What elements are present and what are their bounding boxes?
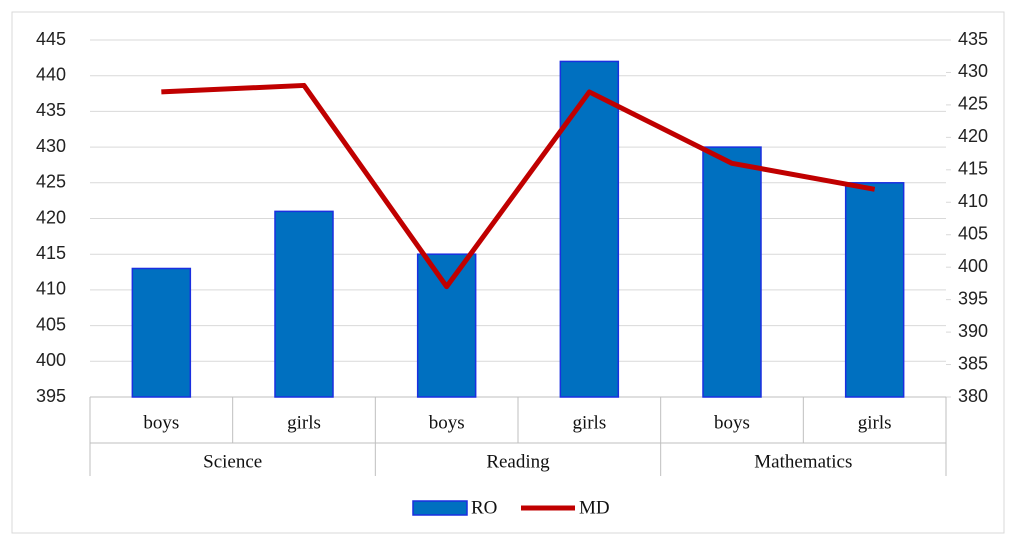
- y-tick-label: 435: [36, 100, 66, 120]
- x-tick-label: boys: [143, 412, 179, 433]
- y2-tick-label: 435: [958, 29, 988, 49]
- y-tick-label: 445: [36, 29, 66, 49]
- y2-tick-label: 430: [958, 61, 988, 81]
- y2-tick-label: 395: [958, 288, 988, 308]
- y-tick-label: 440: [36, 64, 66, 84]
- bar: [131, 267, 192, 398]
- bar: [274, 210, 334, 398]
- x-tick-label: boys: [429, 412, 465, 433]
- legend-label: MD: [579, 497, 610, 518]
- y2-tick-label: 380: [958, 386, 988, 406]
- y-tick-label: 430: [36, 136, 66, 156]
- x-tick-label: girls: [572, 412, 606, 433]
- bar: [416, 253, 477, 398]
- legend-label: RO: [471, 497, 497, 518]
- y-tick-label: 410: [36, 279, 66, 299]
- legend-swatch: [412, 500, 468, 516]
- x-tick-label: boys: [714, 412, 750, 433]
- group-label: Reading: [486, 451, 550, 472]
- y2-tick-label: 405: [958, 223, 988, 243]
- bar: [844, 182, 905, 398]
- group-label: Mathematics: [754, 451, 852, 472]
- y2-tick-label: 425: [958, 94, 988, 114]
- x-tick-label: girls: [287, 412, 321, 433]
- x-tick-label: girls: [858, 412, 892, 433]
- bar: [702, 146, 762, 398]
- y2-tick-label: 385: [958, 353, 988, 373]
- y2-tick-label: 400: [958, 256, 988, 276]
- y-tick-label: 405: [36, 314, 66, 334]
- y-tick-label: 425: [36, 172, 66, 192]
- y-tick-label: 400: [36, 350, 66, 370]
- y-tick-label: 420: [36, 207, 66, 227]
- bar: [559, 60, 620, 398]
- y2-tick-label: 415: [958, 159, 988, 179]
- y2-tick-label: 420: [958, 126, 988, 146]
- group-label: Science: [203, 451, 262, 472]
- y-tick-label: 395: [36, 386, 66, 406]
- y-tick-label: 415: [36, 243, 66, 263]
- y2-tick-label: 390: [958, 321, 988, 341]
- line: [161, 82, 876, 290]
- y2-tick-label: 410: [958, 191, 988, 211]
